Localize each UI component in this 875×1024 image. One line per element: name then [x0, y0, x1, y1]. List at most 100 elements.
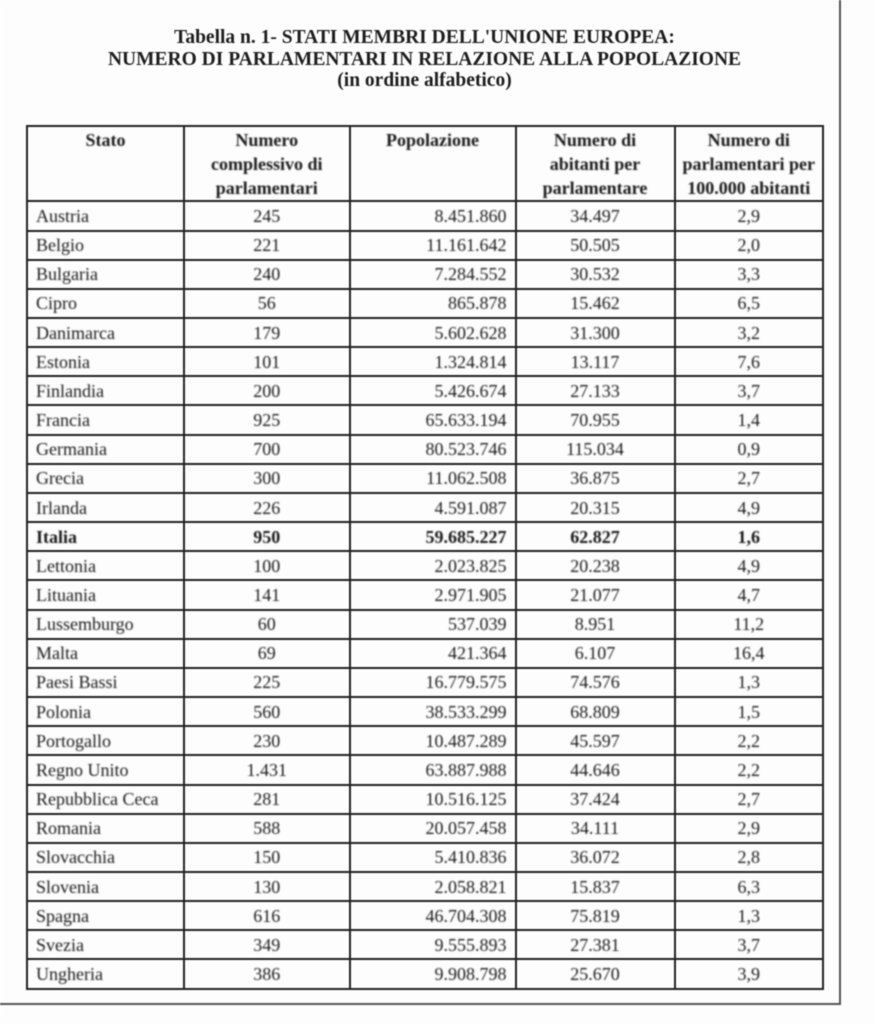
cell-popolazione: 5.602.628: [348, 317, 517, 349]
table-row-danimarca: Danimarca 179 5.602.628 31.300 3,2: [26, 317, 824, 349]
cell-stato: Grecia: [26, 462, 185, 494]
cell-parlamentari_per_100000: 3,3: [673, 258, 824, 290]
cell-popolazione: 9.555.893: [348, 929, 517, 961]
table-row-repubblica-ceca: Repubblica Ceca 281 10.516.125 37.424 2,7: [26, 783, 824, 815]
cell-parlamentari_per_100000: 2,2: [673, 725, 824, 757]
cell-parlamentari: 200: [183, 375, 351, 407]
cell-stato: Germania: [26, 433, 185, 465]
cell-abitanti_per_parlamentare: 6.107: [514, 637, 676, 669]
table-row-estonia: Estonia 101 1.324.814 13.117 7,6: [26, 346, 824, 378]
cell-stato: Bulgaria: [26, 258, 185, 290]
cell-abitanti_per_parlamentare: 25.670: [514, 958, 676, 990]
cell-stato: Repubblica Ceca: [26, 783, 185, 815]
cell-popolazione: 63.887.988: [348, 754, 517, 786]
cell-abitanti_per_parlamentare: 45.597: [514, 725, 676, 757]
cell-parlamentari_per_100000: 0,9: [673, 433, 824, 465]
cell-parlamentari_per_100000: 4,9: [673, 491, 824, 524]
cell-popolazione: 46.704.308: [348, 900, 517, 932]
table-body: Austria 245 8.451.860 34.497 2,9 Belgio 221 11.…: [26, 200, 824, 990]
cell-parlamentari_per_100000: 2,8: [673, 841, 824, 873]
cell-abitanti_per_parlamentare: 21.077: [514, 579, 676, 611]
cell-parlamentari_per_100000: 3,7: [673, 929, 824, 961]
table-row-italia: Italia 950 59.685.227 62.827 1,6: [26, 521, 824, 553]
cell-popolazione: 11.161.642: [348, 229, 517, 261]
cell-abitanti_per_parlamentare: 31.300: [514, 317, 676, 349]
cell-stato: Svezia: [26, 929, 185, 961]
cell-abitanti_per_parlamentare: 62.827: [514, 521, 676, 553]
table-row-regno-unito: Regno Unito 1.431 63.887.988 44.646 2,2: [26, 754, 824, 786]
cell-popolazione: 5.410.836: [348, 841, 517, 873]
cell-stato: Slovacchia: [26, 841, 185, 873]
table-row-romania: Romania 588 20.057.458 34.111 2,9: [26, 812, 824, 844]
cell-popolazione: 10.487.289: [348, 725, 517, 757]
cell-parlamentari: 950: [183, 521, 351, 553]
table-row-cipro: Cipro 56 865.878 15.462 6,5: [26, 287, 824, 320]
cell-stato: Estonia: [26, 346, 185, 378]
cell-parlamentari: 225: [183, 666, 351, 699]
cell-abitanti_per_parlamentare: 20.238: [514, 550, 676, 582]
cell-parlamentari_per_100000: 4,9: [673, 550, 824, 582]
page-edge-horizontal-line: [0, 1003, 841, 1005]
cell-parlamentari: 179: [183, 317, 351, 349]
table-row-spagna: Spagna 616 46.704.308 75.819 1,3: [26, 900, 824, 932]
cell-parlamentari: 130: [183, 870, 351, 903]
cell-parlamentari_per_100000: 2,0: [673, 229, 824, 261]
cell-parlamentari_per_100000: 1,5: [673, 696, 824, 728]
cell-parlamentari_per_100000: 11,2: [673, 608, 824, 640]
table-row-ungheria: Ungheria 386 9.908.798 25.670 3,9: [26, 958, 824, 990]
cell-stato: Spagna: [26, 900, 185, 932]
cell-stato: Regno Unito: [26, 754, 185, 786]
cell-parlamentari: 925: [183, 404, 351, 436]
cell-parlamentari: 240: [183, 258, 351, 290]
cell-parlamentari_per_100000: 1,3: [673, 900, 824, 932]
cell-stato: Romania: [26, 812, 185, 844]
table-row-slovenia: Slovenia 130 2.058.821 15.837 6,3: [26, 870, 824, 903]
cell-stato: Lituania: [26, 579, 185, 611]
cell-stato: Ungheria: [26, 958, 185, 990]
cell-abitanti_per_parlamentare: 15.837: [514, 870, 676, 903]
cell-parlamentari_per_100000: 4,7: [673, 579, 824, 611]
cell-stato: Lussemburgo: [26, 608, 185, 640]
column-header-numero-parlamentari: Numero complessivo di parlamentari: [183, 124, 351, 203]
cell-parlamentari: 221: [183, 229, 351, 261]
table-row-lussemburgo: Lussemburgo 60 537.039 8.951 11,2: [26, 608, 824, 640]
column-header-popolazione: Popolazione: [348, 124, 517, 203]
table-row-irlanda: Irlanda 226 4.591.087 20.315 4,9: [26, 491, 824, 524]
table-row-austria: Austria 245 8.451.860 34.497 2,9: [26, 200, 824, 232]
cell-popolazione: 59.685.227: [348, 521, 517, 553]
cell-popolazione: 537.039: [348, 608, 517, 640]
table-row-slovacchia: Slovacchia 150 5.410.836 36.072 2,8: [26, 841, 824, 873]
cell-popolazione: 16.779.575: [348, 666, 517, 699]
cell-popolazione: 2.971.905: [348, 579, 517, 611]
cell-parlamentari: 226: [183, 491, 351, 524]
cell-abitanti_per_parlamentare: 20.315: [514, 491, 676, 524]
cell-popolazione: 65.633.194: [348, 404, 517, 436]
page-edge-vertical-line: [839, 0, 841, 1005]
table-title: Tabella n. 1- STATI MEMBRI DELL'UNIONE E…: [107, 27, 742, 91]
cell-abitanti_per_parlamentare: 115.034: [514, 433, 676, 465]
cell-stato: Italia: [26, 521, 185, 553]
cell-popolazione: 865.878: [348, 287, 517, 320]
cell-abitanti_per_parlamentare: 75.819: [514, 900, 676, 932]
cell-stato: Francia: [26, 404, 185, 436]
cell-abitanti_per_parlamentare: 27.381: [514, 929, 676, 961]
table-row-francia: Francia 925 65.633.194 70.955 1,4: [26, 404, 824, 436]
cell-stato: Paesi Bassi: [26, 666, 185, 699]
cell-abitanti_per_parlamentare: 30.532: [514, 258, 676, 290]
table-row-paesi-bassi: Paesi Bassi 225 16.779.575 74.576 1,3: [26, 666, 824, 699]
cell-parlamentari: 560: [183, 696, 351, 728]
cell-parlamentari_per_100000: 1,6: [673, 521, 824, 553]
cell-abitanti_per_parlamentare: 8.951: [514, 608, 676, 640]
cell-stato: Danimarca: [26, 317, 185, 349]
cell-parlamentari: 150: [183, 841, 351, 873]
cell-parlamentari: 101: [183, 346, 351, 378]
cell-popolazione: 80.523.746: [348, 433, 517, 465]
cell-popolazione: 5.426.674: [348, 375, 517, 407]
cell-stato: Finlandia: [26, 375, 185, 407]
cell-parlamentari: 56: [183, 287, 351, 320]
cell-parlamentari: 349: [183, 929, 351, 961]
cell-stato: Irlanda: [26, 491, 185, 524]
cell-abitanti_per_parlamentare: 13.117: [514, 346, 676, 378]
cell-parlamentari_per_100000: 3,2: [673, 317, 824, 349]
cell-parlamentari_per_100000: 2,7: [673, 462, 824, 494]
